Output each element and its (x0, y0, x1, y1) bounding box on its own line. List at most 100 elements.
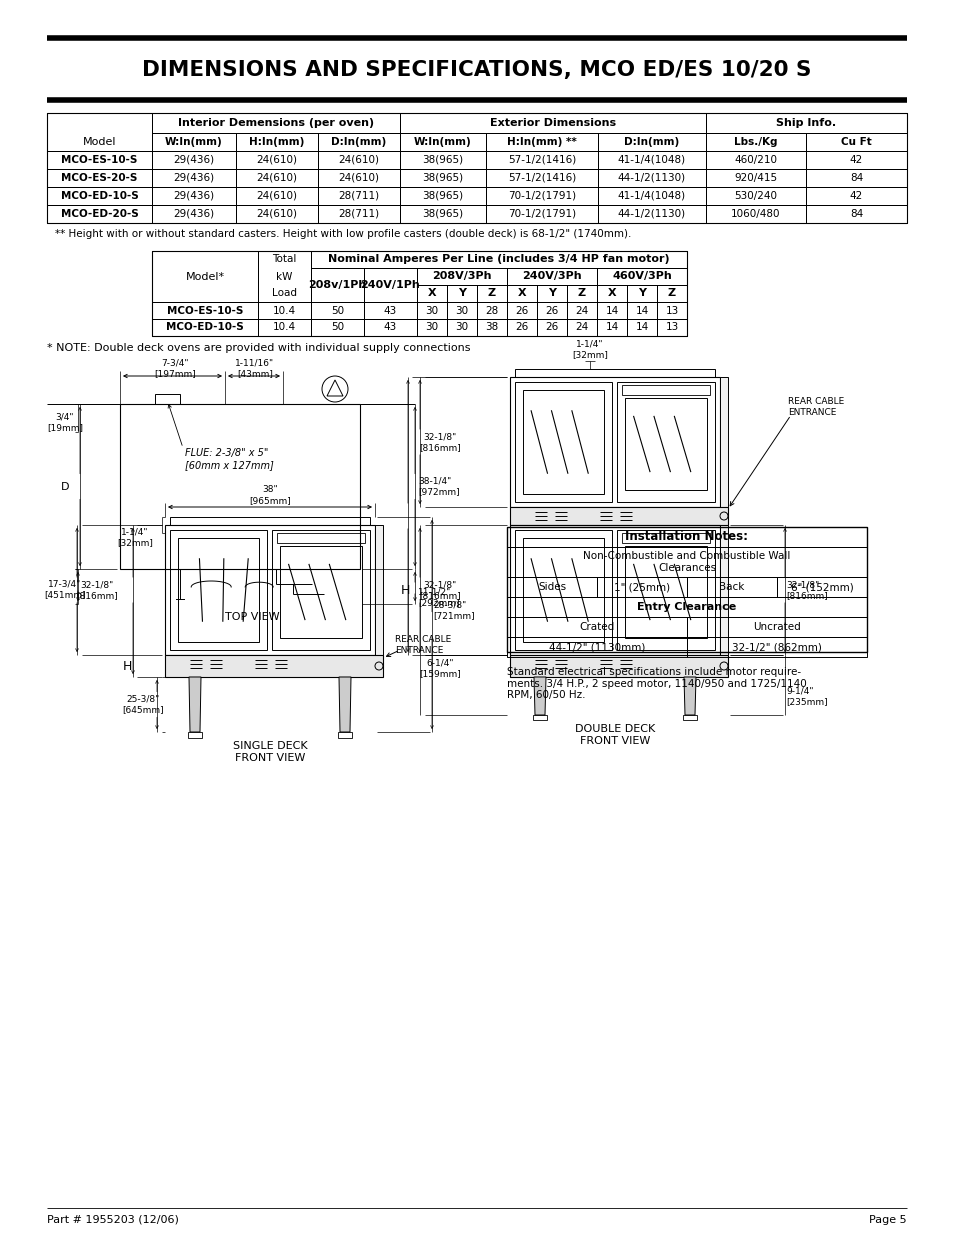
Bar (188, 732, 202, 739)
Text: Z: Z (667, 289, 676, 299)
Bar (626, 285, 657, 303)
Text: 44-1/2(1130): 44-1/2(1130) (618, 173, 685, 183)
Text: Y: Y (547, 289, 556, 299)
Bar (805, 186, 906, 205)
Bar (399, 112, 705, 133)
Text: 460V/3Ph: 460V/3Ph (612, 272, 671, 282)
Polygon shape (683, 677, 696, 715)
Text: 28(711): 28(711) (338, 209, 379, 219)
Text: Cu Ft: Cu Ft (841, 137, 871, 147)
Bar (399, 151, 485, 169)
Bar (152, 186, 235, 205)
Bar (447, 319, 476, 336)
Bar (720, 525, 727, 655)
Bar (257, 303, 311, 319)
Bar (510, 655, 727, 677)
Bar (537, 285, 566, 303)
Text: 26: 26 (545, 322, 558, 332)
Bar (597, 285, 626, 303)
Text: 41-1/4(1048): 41-1/4(1048) (618, 156, 685, 165)
Bar (311, 251, 686, 268)
Text: 32-1/8"
[816mm]: 32-1/8" [816mm] (418, 432, 460, 452)
Text: 6-1/4"
[159mm]: 6-1/4" [159mm] (418, 658, 460, 678)
Bar (317, 169, 399, 186)
Text: MCO-ED-20-S: MCO-ED-20-S (61, 209, 138, 219)
Bar (47, 112, 152, 151)
Text: 26: 26 (515, 305, 528, 315)
Bar (476, 303, 506, 319)
Text: FLUE: 2-3/8" x 5"
[60mm x 127mm]: FLUE: 2-3/8" x 5" [60mm x 127mm] (185, 448, 274, 469)
Text: 14: 14 (635, 305, 648, 315)
Bar (522, 390, 604, 494)
Text: 32-1/2" (862mm): 32-1/2" (862mm) (731, 642, 821, 652)
Bar (317, 186, 399, 205)
Bar (510, 508, 727, 525)
Text: 38(965): 38(965) (422, 209, 463, 219)
Bar (375, 525, 382, 655)
Bar (597, 577, 686, 597)
Bar (364, 303, 416, 319)
Text: Load: Load (272, 289, 296, 299)
Text: 50: 50 (331, 322, 344, 332)
Text: REAR CABLE
ENTRANCE: REAR CABLE ENTRANCE (787, 398, 843, 416)
Text: W:In(mm): W:In(mm) (414, 137, 472, 147)
Bar (485, 186, 598, 205)
Bar (705, 169, 805, 186)
Bar (257, 251, 311, 303)
Bar (617, 530, 714, 650)
Polygon shape (338, 677, 351, 732)
Bar (235, 169, 317, 186)
Text: 14: 14 (635, 322, 648, 332)
Text: Interior Demensions (per oven): Interior Demensions (per oven) (178, 119, 374, 128)
Bar (317, 205, 399, 224)
Bar (447, 285, 476, 303)
Text: Installation Notes:: Installation Notes: (625, 531, 748, 543)
Text: 32-1/8"
[816mm]: 32-1/8" [816mm] (785, 580, 827, 600)
Text: 14: 14 (605, 305, 618, 315)
Bar (805, 151, 906, 169)
Text: 28: 28 (485, 305, 498, 315)
Text: 50: 50 (331, 305, 344, 315)
Text: 42: 42 (849, 191, 862, 201)
Bar (805, 169, 906, 186)
Text: 42: 42 (849, 156, 862, 165)
Bar (273, 530, 370, 650)
Bar (625, 398, 706, 490)
Bar (364, 319, 416, 336)
Text: 28(711): 28(711) (338, 191, 379, 201)
Bar (416, 268, 506, 285)
Text: 24(610): 24(610) (338, 173, 379, 183)
Bar (399, 186, 485, 205)
Text: 920/415: 920/415 (734, 173, 777, 183)
Bar (598, 169, 705, 186)
Bar (178, 538, 259, 642)
Text: 29(436): 29(436) (173, 156, 214, 165)
Bar (617, 382, 714, 501)
Bar (626, 319, 657, 336)
Bar (280, 546, 361, 638)
Text: 7-3/4"
[197mm]: 7-3/4" [197mm] (154, 358, 195, 378)
Bar (522, 538, 604, 642)
Text: 43: 43 (383, 322, 396, 332)
Text: Back: Back (719, 582, 744, 592)
Text: 1-1/4"
[32mm]: 1-1/4" [32mm] (117, 527, 152, 547)
Bar (311, 268, 364, 303)
Text: 208v/1Ph: 208v/1Ph (308, 280, 366, 290)
Bar (485, 205, 598, 224)
Bar (533, 715, 546, 720)
Bar (510, 377, 720, 508)
Bar (152, 169, 235, 186)
Bar (506, 597, 866, 618)
Bar (47, 112, 906, 224)
Polygon shape (189, 677, 201, 732)
Text: 6" (152mm): 6" (152mm) (790, 582, 853, 592)
Bar (485, 151, 598, 169)
Text: Z: Z (578, 289, 585, 299)
Bar (598, 151, 705, 169)
Text: 26: 26 (515, 322, 528, 332)
Text: 10.4: 10.4 (273, 322, 295, 332)
Bar (416, 303, 447, 319)
Text: 1-11/16"
[43mm]: 1-11/16" [43mm] (235, 358, 274, 378)
Text: 30: 30 (455, 305, 468, 315)
Bar (686, 618, 866, 637)
